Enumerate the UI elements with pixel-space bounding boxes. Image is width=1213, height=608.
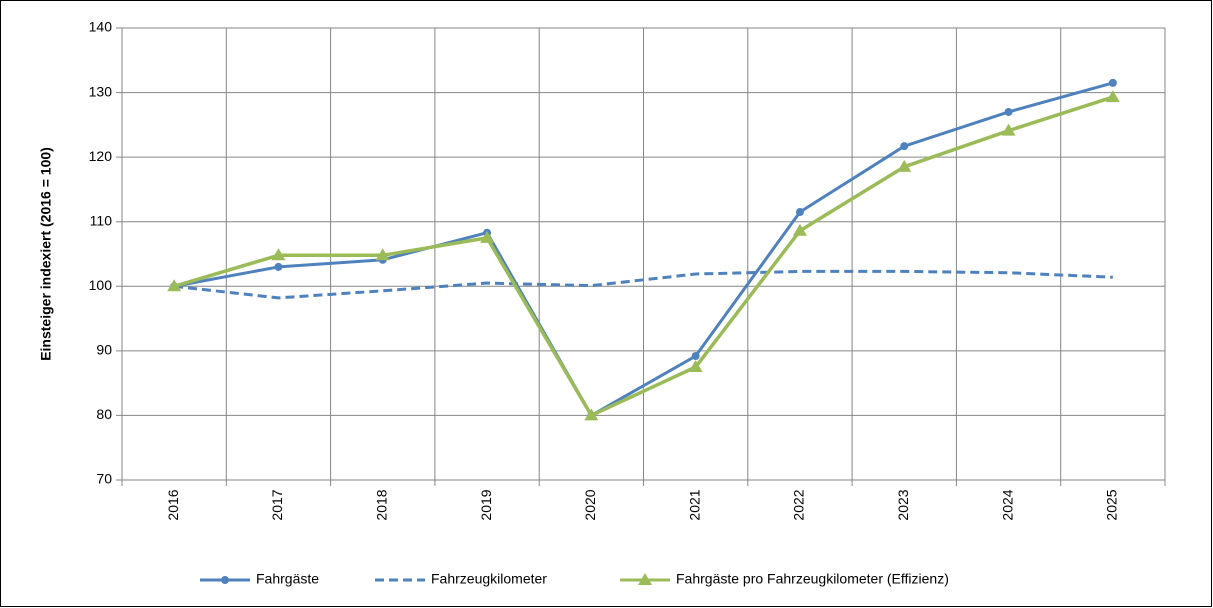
data-point xyxy=(1004,107,1013,116)
data-point xyxy=(897,159,912,172)
y-tick-label: 100 xyxy=(89,277,113,293)
series-line xyxy=(173,269,1113,300)
series-line xyxy=(173,81,1114,417)
y-tick-label: 90 xyxy=(96,342,112,358)
data-point xyxy=(167,279,182,292)
x-tick-label: 2023 xyxy=(895,489,911,520)
x-tick-label: 2017 xyxy=(269,489,285,520)
y-tick-label: 140 xyxy=(89,19,113,35)
y-axis-label: Einsteiger indexiert (2016 = 100) xyxy=(38,147,54,361)
x-tick-label: 2022 xyxy=(791,489,807,520)
y-tick-label: 110 xyxy=(90,212,113,228)
data-point xyxy=(1001,123,1016,136)
y-tick-label: 130 xyxy=(89,83,113,99)
data-point xyxy=(375,248,390,261)
data-point xyxy=(792,223,807,236)
data-point xyxy=(1108,78,1117,87)
legend-label: Fahrgäste pro Fahrzeugkilometer (Effizie… xyxy=(676,571,949,587)
legend-marker xyxy=(638,573,652,585)
series-line xyxy=(173,95,1114,418)
x-tick-label: 2019 xyxy=(478,489,494,520)
data-point xyxy=(1105,90,1120,103)
x-tick-label: 2018 xyxy=(373,489,389,520)
y-tick-label: 70 xyxy=(96,471,112,487)
x-tick-label: 2016 xyxy=(165,489,181,520)
x-tick-label: 2020 xyxy=(582,489,598,520)
legend-label: Fahrzeugkilometer xyxy=(431,571,547,587)
data-point xyxy=(691,352,700,361)
data-point xyxy=(795,208,804,217)
x-tick-label: 2021 xyxy=(686,489,702,520)
x-tick-label: 2024 xyxy=(999,489,1015,520)
legend-label: Fahrgäste xyxy=(256,571,319,587)
x-tick-label: 2025 xyxy=(1104,489,1120,520)
data-point xyxy=(271,248,286,261)
y-tick-label: 120 xyxy=(89,148,113,164)
data-point xyxy=(900,142,909,151)
data-point xyxy=(584,408,599,421)
data-point xyxy=(274,262,283,271)
y-tick-label: 80 xyxy=(96,406,112,422)
data-point xyxy=(480,230,495,243)
legend-marker xyxy=(221,576,229,584)
data-point xyxy=(688,360,703,372)
